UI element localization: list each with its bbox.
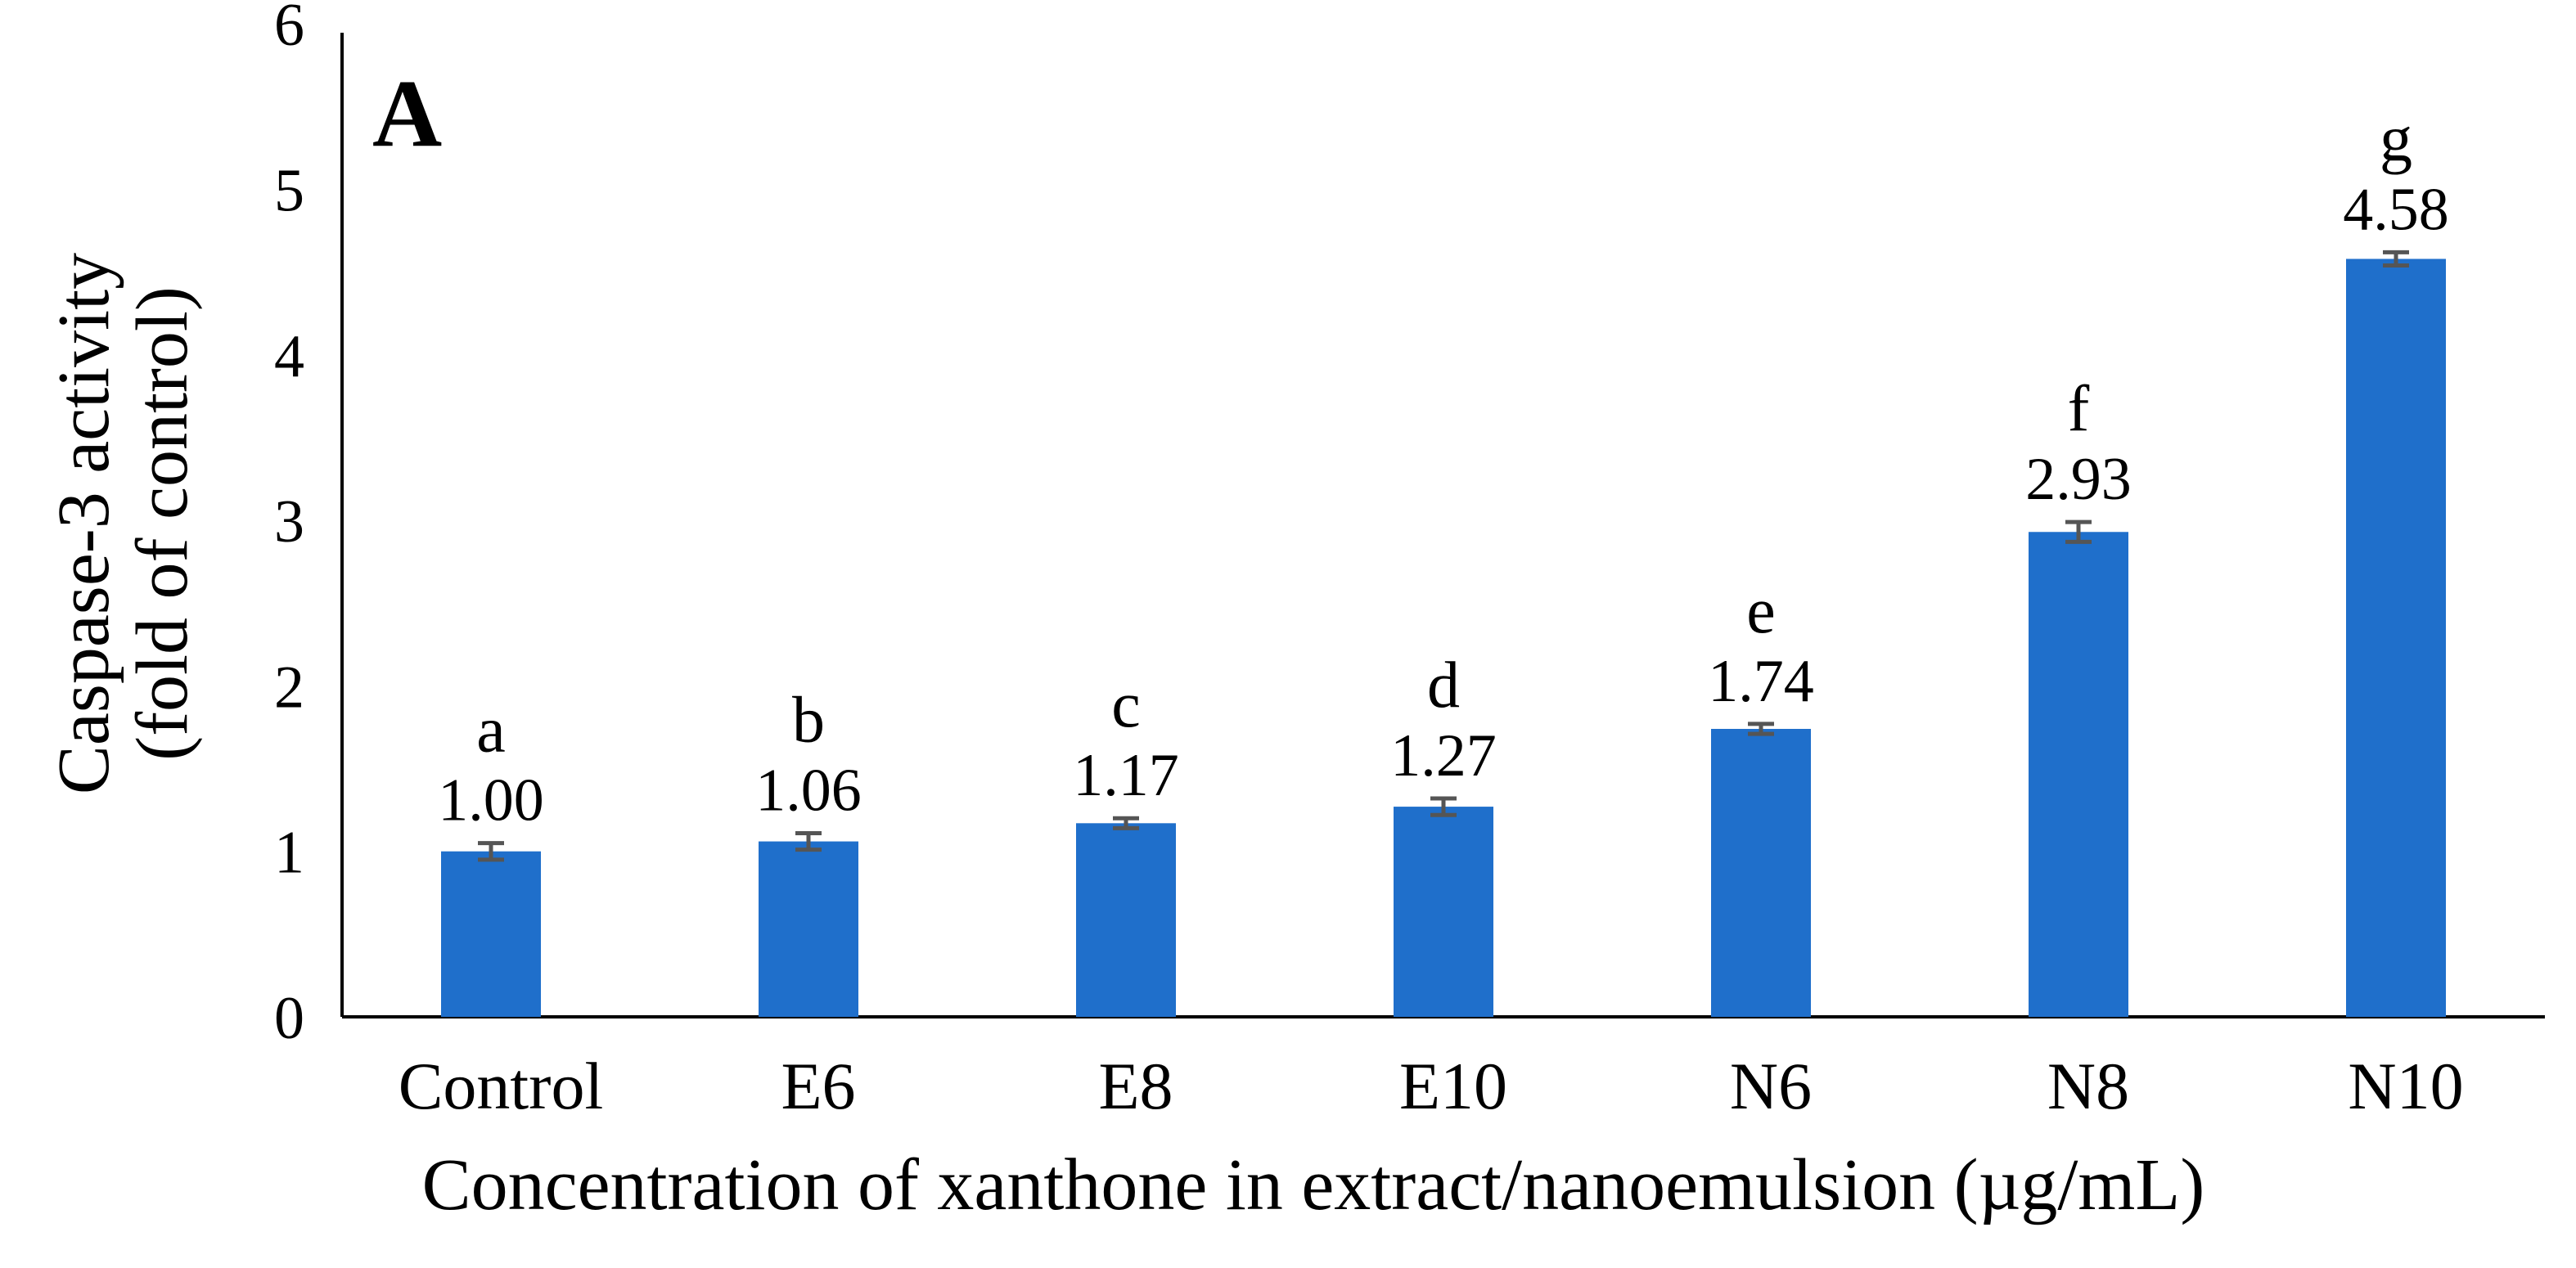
significance-letter: b [792,684,825,756]
category-label: E6 [781,1049,855,1123]
significance-letter: a [476,695,506,767]
bars [441,259,2446,1017]
category-label: E10 [1399,1049,1507,1123]
y-tick-label: 1 [274,820,304,887]
bar [2029,532,2128,1017]
value-label: 1.06 [755,757,862,824]
error-bar [2065,519,2092,544]
value-label: 4.58 [2343,176,2449,243]
error-bar [1748,722,1774,736]
category-label: E8 [1098,1049,1173,1123]
panel-label: A [372,60,442,167]
error-bar [1430,796,1457,817]
significance-letter: e [1746,575,1776,647]
significance-letter: c [1111,669,1141,741]
value-label: 1.00 [438,767,544,834]
error-bar [1113,816,1139,830]
bar [441,851,541,1017]
y-tick-label: 3 [274,488,304,555]
category-labels: Control E6 E8 E10 N6 N8 N10 [399,1049,2464,1123]
significance-letter: d [1427,650,1460,722]
value-label: 1.27 [1390,722,1497,789]
value-label: 2.93 [2025,446,2132,513]
bar [1076,823,1176,1017]
y-axis-title-line-1: Caspase-3 activity [43,253,124,794]
bar [1394,807,1493,1017]
bar [1711,728,1811,1017]
category-label: N6 [1730,1049,1812,1123]
significance-letter: f [2068,373,2090,445]
y-tick-label: 6 [274,0,304,59]
error-bar [795,830,822,852]
significance-letter: g [2380,103,2412,175]
value-label: 1.17 [1073,742,1179,809]
y-axis-title: Caspase-3 activity (fold of control) [43,253,203,794]
error-bars [478,250,2409,862]
significance-letters: a b c d e f g [476,103,2412,766]
value-labels: 1.00 1.06 1.17 1.27 1.74 2.93 4.58 [438,176,2449,834]
error-bar [478,841,504,862]
bar [759,841,858,1017]
y-tick-label: 0 [274,985,304,1052]
x-axis-title: Concentration of xanthone in extract/nan… [422,1144,2205,1225]
bar [2346,259,2446,1017]
value-label: 1.74 [1708,648,1814,715]
category-label: Control [399,1049,604,1123]
category-label: N8 [2047,1049,2129,1123]
y-tick-label: 2 [274,654,304,721]
y-axis-title-line-2: (fold of control) [122,286,203,761]
y-tick-labels: 0 1 2 3 4 5 6 [274,0,304,1052]
y-tick-label: 5 [274,158,304,225]
error-bar [2383,250,2409,268]
y-tick-label: 4 [274,323,304,390]
category-label: N10 [2348,1049,2463,1123]
